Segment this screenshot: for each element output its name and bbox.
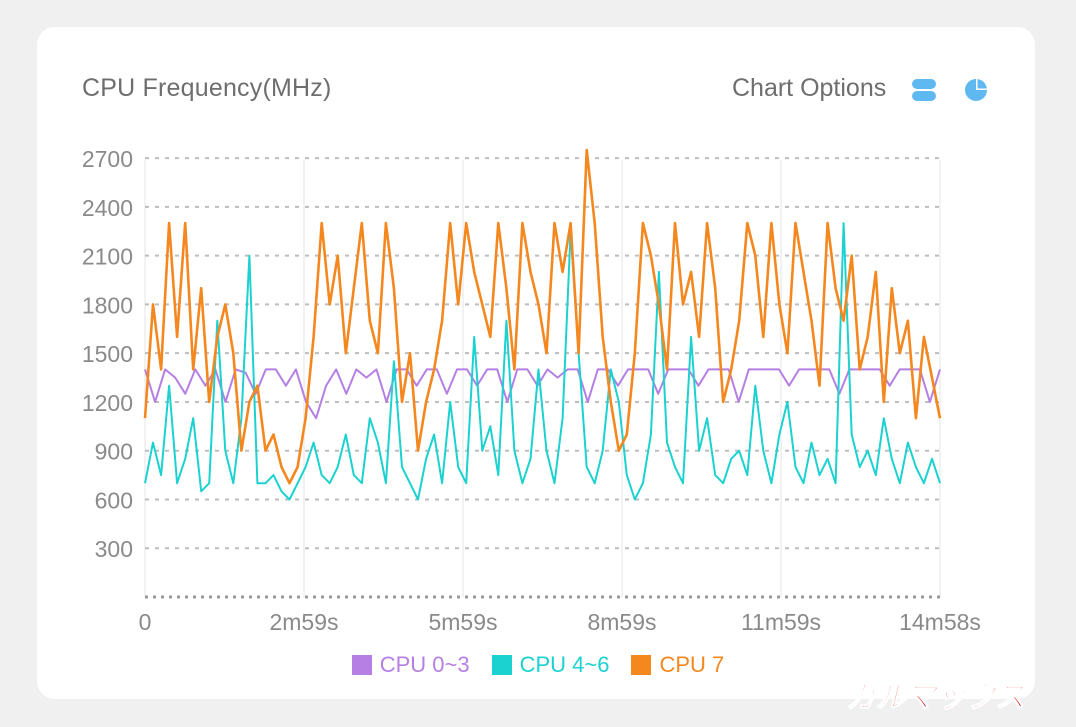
legend-item-cpu-0-3[interactable]: CPU 0~3 <box>351 652 470 678</box>
x-tick-label: 2m59s <box>269 609 338 635</box>
chart-legend: CPU 0~3 CPU 4~6 CPU 7 <box>0 652 1076 678</box>
svg-text:ガルマックス: ガルマックス <box>846 680 1025 715</box>
legend-label-cpu-0-3: CPU 0~3 <box>379 652 470 677</box>
legend-label-cpu-7: CPU 7 <box>659 652 725 677</box>
legend-swatch-cpu-7 <box>631 655 652 675</box>
y-tick-label: 600 <box>95 487 133 513</box>
layers-toggle-icon[interactable] <box>910 77 938 103</box>
legend-swatch-cpu-0-3 <box>351 655 372 675</box>
series-line-cpu-4-6 <box>144 222 941 501</box>
x-tick-label: 0 <box>139 609 152 635</box>
legend-item-cpu-4-6[interactable]: CPU 4~6 <box>491 652 610 678</box>
chart-card <box>37 27 1035 699</box>
x-tick-label: 11m59s <box>741 609 821 635</box>
series-line-cpu-0-3 <box>144 368 941 420</box>
legend-label-cpu-4-6: CPU 4~6 <box>519 652 610 677</box>
x-tick-label: 14m58s <box>899 609 981 635</box>
y-tick-label: 1200 <box>82 390 133 416</box>
legend-swatch-cpu-4-6 <box>491 655 512 675</box>
y-tick-label: 1800 <box>82 292 133 318</box>
page-title: CPU Frequency(MHz) <box>82 74 332 102</box>
y-tick-label: 1500 <box>82 341 133 367</box>
legend-item-cpu-7[interactable]: CPU 7 <box>631 652 724 678</box>
y-tick-label: 900 <box>95 439 133 465</box>
watermark-logo: ガルマックス <box>846 679 1026 715</box>
y-tick-label: 2100 <box>82 244 133 270</box>
x-tick-label: 5m59s <box>428 609 497 635</box>
y-tick-label: 2400 <box>82 195 133 221</box>
y-tick-label: 300 <box>95 536 133 562</box>
pie-chart-icon[interactable] <box>963 77 989 103</box>
x-tick-label: 8m59s <box>587 609 656 635</box>
chart-options-button[interactable]: Chart Options <box>732 74 887 102</box>
y-tick-label: 2700 <box>82 146 133 172</box>
series-line-cpu-7 <box>143 148 942 485</box>
